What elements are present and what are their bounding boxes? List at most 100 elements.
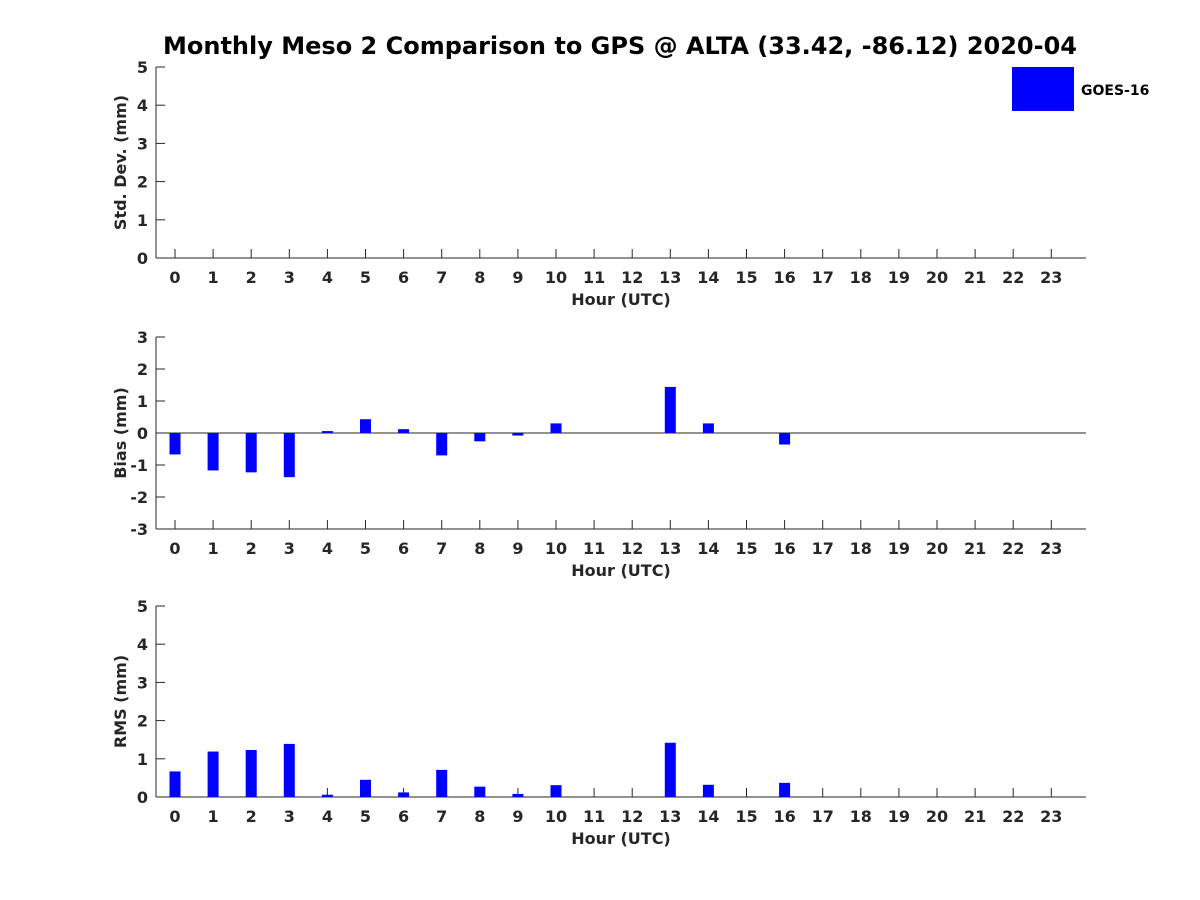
x-tick-label: 0 xyxy=(169,268,180,287)
x-tick-label: 15 xyxy=(735,539,757,558)
bar-hour-2 xyxy=(245,433,257,473)
x-tick-label: 17 xyxy=(812,807,834,826)
x-tick-label: 23 xyxy=(1040,268,1062,287)
x-tick-label: 16 xyxy=(773,268,795,287)
y-axis-label: Bias (mm) xyxy=(111,387,130,479)
x-tick-label: 12 xyxy=(621,539,643,558)
bar-hour-9 xyxy=(512,793,524,797)
x-tick-label: 3 xyxy=(284,539,295,558)
x-tick-label: 20 xyxy=(926,268,948,287)
bar-hour-4 xyxy=(321,794,333,797)
x-tick-label: 18 xyxy=(850,807,872,826)
x-tick-label: 1 xyxy=(208,268,219,287)
y-tick-label: 1 xyxy=(137,750,148,769)
x-tick-label: 2 xyxy=(246,807,257,826)
x-tick-label: 5 xyxy=(360,539,371,558)
x-tick-label: 22 xyxy=(1002,539,1024,558)
y-tick-label: 0 xyxy=(137,788,148,807)
bar-hour-0 xyxy=(169,771,181,797)
x-tick-label: 15 xyxy=(735,807,757,826)
x-tick-label: 17 xyxy=(812,268,834,287)
x-tick-label: 16 xyxy=(773,807,795,826)
x-tick-label: 9 xyxy=(512,539,523,558)
bar-hour-14 xyxy=(702,784,714,797)
x-tick-label: 19 xyxy=(888,268,910,287)
x-tick-label: 13 xyxy=(659,807,681,826)
x-tick-label: 7 xyxy=(436,268,447,287)
x-tick-label: 9 xyxy=(512,268,523,287)
x-tick-label: 20 xyxy=(926,807,948,826)
y-tick-label: 1 xyxy=(137,392,148,411)
bar-hour-5 xyxy=(360,419,371,433)
x-tick-label: 7 xyxy=(436,807,447,826)
y-tick-label: -1 xyxy=(130,456,148,475)
x-tick-label: 7 xyxy=(436,539,447,558)
chart-title: Monthly Meso 2 Comparison to GPS @ ALTA … xyxy=(163,32,1077,60)
x-tick-label: 11 xyxy=(583,807,605,826)
x-tick-label: 12 xyxy=(621,807,643,826)
x-tick-label: 6 xyxy=(398,807,409,826)
bar-hour-3 xyxy=(283,433,295,478)
y-tick-label: 5 xyxy=(137,58,148,77)
x-tick-label: 4 xyxy=(322,539,333,558)
x-tick-label: 11 xyxy=(583,268,605,287)
bar-hour-10 xyxy=(550,785,562,797)
x-tick-label: 20 xyxy=(926,539,948,558)
y-tick-label: 4 xyxy=(137,96,148,115)
bar-hour-13 xyxy=(664,386,676,433)
x-tick-label: 1 xyxy=(208,539,219,558)
bar-hour-8 xyxy=(474,786,486,797)
legend-label: GOES-16 xyxy=(1081,83,1149,99)
x-tick-label: 6 xyxy=(398,539,409,558)
x-tick-label: 15 xyxy=(735,268,757,287)
y-tick-label: 2 xyxy=(137,173,148,192)
x-tick-label: 5 xyxy=(360,807,371,826)
x-tick-label: 3 xyxy=(284,268,295,287)
y-tick-label: 0 xyxy=(137,424,148,443)
x-tick-label: 12 xyxy=(621,268,643,287)
x-tick-label: 23 xyxy=(1040,539,1062,558)
bar-hour-16 xyxy=(779,782,791,797)
x-tick-label: 14 xyxy=(697,807,719,826)
bar-hour-7 xyxy=(436,769,448,797)
x-tick-label: 21 xyxy=(964,539,986,558)
bar-hour-0 xyxy=(169,433,181,455)
x-tick-label: 2 xyxy=(246,268,257,287)
y-tick-label: 5 xyxy=(137,597,148,616)
bar-hour-1 xyxy=(207,751,219,797)
x-tick-label: 13 xyxy=(659,539,681,558)
x-tick-label: 19 xyxy=(888,539,910,558)
x-axis-label: Hour (UTC) xyxy=(571,290,671,309)
x-tick-label: 4 xyxy=(322,807,333,826)
bar-hour-14 xyxy=(702,423,714,433)
x-tick-label: 21 xyxy=(964,807,986,826)
x-tick-label: 0 xyxy=(169,539,180,558)
x-tick-label: 8 xyxy=(474,539,485,558)
x-tick-label: 23 xyxy=(1040,807,1062,826)
y-tick-label: 4 xyxy=(137,635,148,654)
x-tick-label: 17 xyxy=(812,539,834,558)
bar-hour-5 xyxy=(360,779,371,797)
x-tick-label: 8 xyxy=(474,268,485,287)
x-tick-label: 10 xyxy=(545,807,567,826)
x-tick-label: 2 xyxy=(246,539,257,558)
bar-hour-2 xyxy=(245,750,257,797)
x-tick-label: 13 xyxy=(659,268,681,287)
bar-hour-13 xyxy=(664,742,676,797)
x-axis-label: Hour (UTC) xyxy=(571,561,671,580)
y-axis-label: RMS (mm) xyxy=(111,655,130,748)
legend: GOES-16 xyxy=(1012,67,1149,111)
x-tick-label: 9 xyxy=(512,807,523,826)
bar-hour-1 xyxy=(207,433,219,471)
x-tick-label: 16 xyxy=(773,539,795,558)
x-tick-label: 19 xyxy=(888,807,910,826)
y-tick-label: 0 xyxy=(137,249,148,268)
bar-hour-9 xyxy=(512,433,524,436)
y-tick-label: 1 xyxy=(137,211,148,230)
x-tick-label: 10 xyxy=(545,268,567,287)
bar-hour-10 xyxy=(550,423,562,433)
